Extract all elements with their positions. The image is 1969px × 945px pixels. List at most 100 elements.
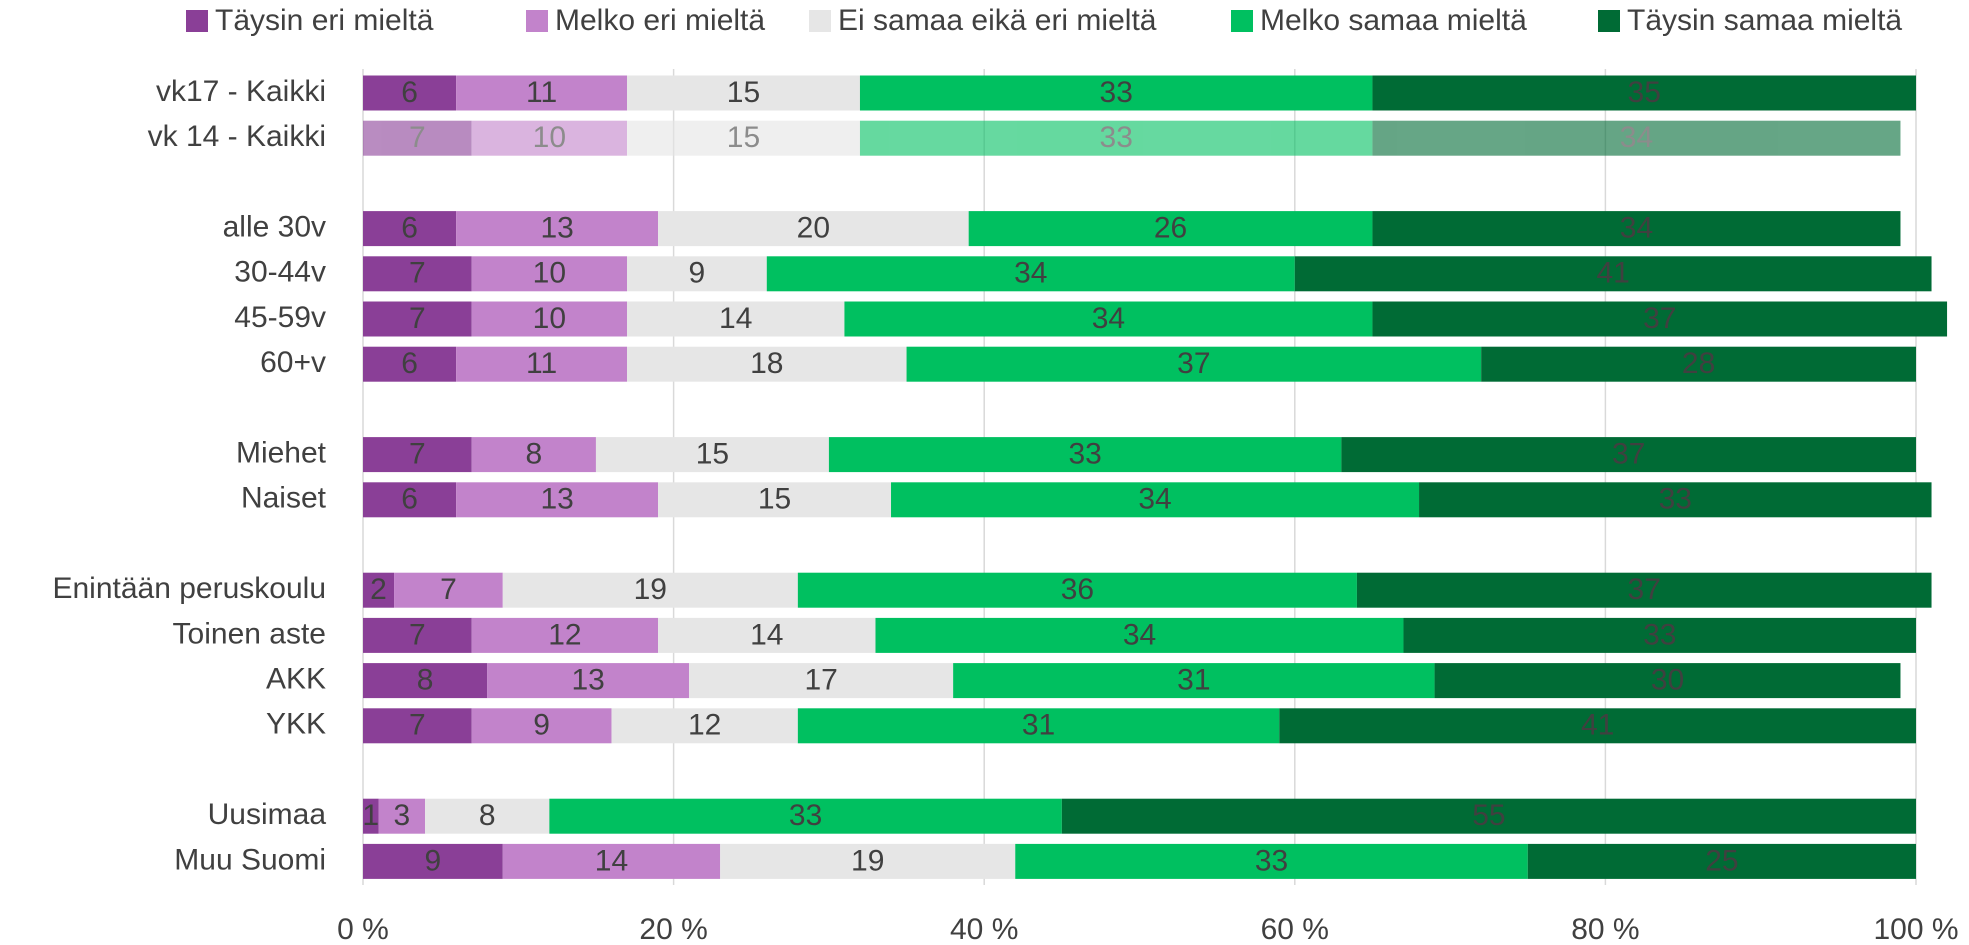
bar-segment — [363, 437, 472, 473]
bar-row: 7 10 14 34 37 — [363, 301, 1948, 337]
bar-segment — [1403, 617, 1916, 653]
bar-value-label: 34 — [1014, 257, 1047, 290]
bar-segment — [1294, 256, 1932, 292]
bar-segment — [1372, 301, 1948, 337]
bar-segment — [363, 482, 457, 518]
bar-value-label: 12 — [548, 618, 581, 651]
bar-segment — [844, 301, 1373, 337]
bar-value-label: 26 — [1154, 212, 1187, 245]
bar-row: 6 11 18 37 28 — [363, 346, 1916, 382]
y-tick-label: Muu Suomi — [174, 843, 326, 876]
bar-value-label: 31 — [1022, 709, 1055, 742]
bar-value-label: 19 — [634, 573, 667, 606]
bar-value-label: 9 — [425, 844, 442, 877]
bar-value-label: 34 — [1620, 212, 1653, 245]
y-tick-label: 45-59v — [234, 301, 326, 334]
bar-segment — [627, 301, 845, 337]
y-tick-label: Naiset — [241, 482, 327, 515]
bar-row: 7 9 12 31 41 — [363, 708, 1916, 744]
bar-segment — [394, 572, 503, 608]
bar-value-label: 10 — [533, 257, 566, 290]
legend-label: Täysin eri mieltä — [215, 4, 434, 37]
bar-value-label: 13 — [540, 212, 573, 245]
bar-segment — [797, 708, 1280, 744]
bar-value-label: 33 — [1100, 76, 1133, 109]
bar-value-label: 18 — [750, 347, 783, 380]
y-tick-label: 30-44v — [234, 256, 326, 289]
legend-swatch — [1231, 10, 1253, 32]
legend-label: Melko eri mieltä — [555, 4, 765, 37]
bar-value-label: 34 — [1138, 483, 1171, 516]
bar-segment — [891, 482, 1420, 518]
bar-segment — [595, 437, 829, 473]
bar-segment — [471, 437, 596, 473]
bar-row: 6 13 15 34 33 — [363, 482, 1932, 518]
bar-value-label: 15 — [727, 76, 760, 109]
y-tick-label: AKK — [266, 663, 326, 696]
x-tick-label: 60 % — [1261, 913, 1329, 945]
bar-value-label: 10 — [533, 121, 566, 154]
bar-value-label: 8 — [479, 799, 496, 832]
x-tick-label: 0 % — [337, 913, 389, 945]
bar-segment — [1527, 843, 1916, 879]
legend-label: Täysin samaa mieltä — [1627, 4, 1902, 37]
bar-value-label: 37 — [1628, 573, 1661, 606]
y-tick-label: Miehet — [236, 437, 327, 470]
bar-value-label: 34 — [1620, 121, 1653, 154]
bar-value-label: 14 — [750, 618, 783, 651]
bar-segment — [425, 798, 550, 834]
bar-segment — [689, 663, 954, 699]
bar-value-label: 28 — [1682, 347, 1715, 380]
bar-value-label: 11 — [526, 76, 557, 109]
bar-segment — [502, 572, 798, 608]
bar-segment — [363, 663, 488, 699]
bar-segment — [1061, 798, 1916, 834]
bar-segment — [471, 301, 628, 337]
bar-segment — [471, 708, 612, 744]
bar-segment — [549, 798, 1062, 834]
bar-segment — [906, 346, 1482, 382]
bar-segment — [363, 301, 472, 337]
bar-value-label: 7 — [409, 302, 426, 335]
legend-swatch — [1598, 10, 1620, 32]
bar-segment — [363, 256, 472, 292]
bar-value-label: 37 — [1177, 347, 1210, 380]
bar-value-label: 15 — [696, 438, 729, 471]
bar-segment — [1372, 75, 1916, 111]
bar-segment — [658, 482, 892, 518]
bar-segment — [502, 843, 721, 879]
bar-segment — [471, 256, 628, 292]
bar-value-label: 30 — [1651, 664, 1684, 697]
bar-value-label: 11 — [526, 347, 557, 380]
bar-segment — [720, 843, 1016, 879]
bar-value-label: 33 — [1068, 438, 1101, 471]
x-tick-label: 20 % — [639, 913, 707, 945]
bar-row: 7 12 14 34 33 — [363, 617, 1916, 653]
bar-value-label: 19 — [851, 844, 884, 877]
bar-segment — [953, 663, 1435, 699]
bar-value-label: 10 — [533, 302, 566, 335]
bar-value-label: 34 — [1123, 618, 1156, 651]
bar-segment — [859, 75, 1373, 111]
y-tick-label: alle 30v — [223, 211, 326, 244]
bar-value-label: 2 — [370, 573, 387, 606]
bar-segment — [828, 437, 1342, 473]
bar-segment — [378, 798, 426, 834]
bar-segment — [363, 120, 472, 156]
bar-segment — [456, 346, 628, 382]
bar-row: 9 14 19 33 25 — [363, 843, 1916, 879]
bar-value-label: 7 — [409, 257, 426, 290]
bar-segment — [1481, 346, 1916, 382]
bar-value-label: 13 — [540, 483, 573, 516]
bar-value-label: 20 — [797, 212, 830, 245]
x-tick-label: 80 % — [1571, 913, 1639, 945]
legend-label: Ei samaa eikä eri mieltä — [838, 4, 1157, 37]
bar-segment — [471, 120, 628, 156]
bar-segment — [1356, 572, 1932, 608]
bar-value-label: 7 — [440, 573, 457, 606]
bar-segment — [363, 843, 503, 879]
bar-value-label: 55 — [1472, 799, 1505, 832]
bar-value-label: 7 — [409, 438, 426, 471]
y-tick-label: Toinen aste — [173, 617, 326, 650]
